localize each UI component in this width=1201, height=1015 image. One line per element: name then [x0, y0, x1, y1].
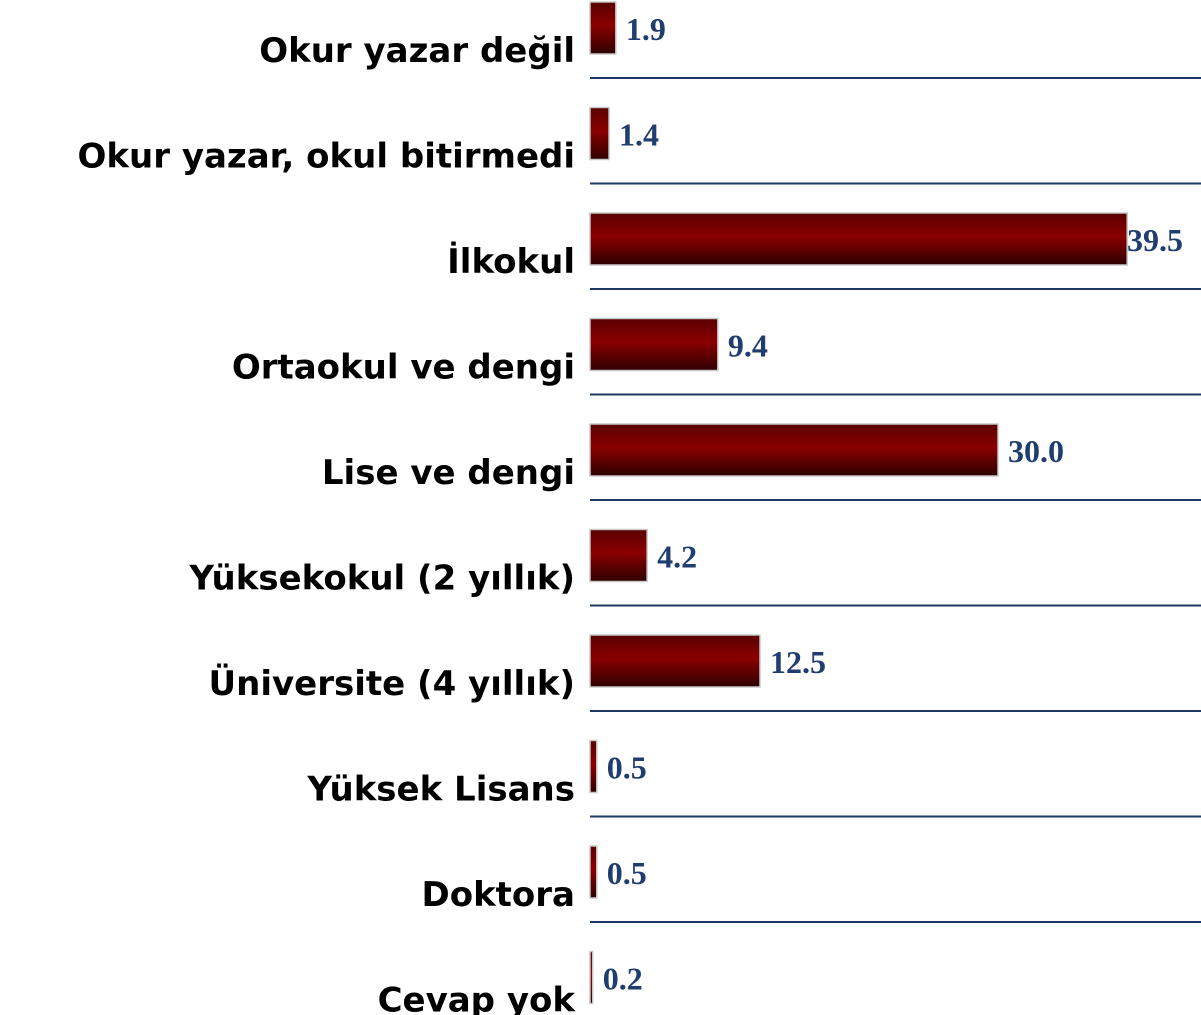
bar — [589, 317, 719, 372]
value-label: 1.4 — [619, 117, 659, 153]
category-label: Yüksekokul (2 yıllık) — [188, 559, 575, 599]
value-label: 12.5 — [770, 644, 826, 680]
value-label: 1.9 — [626, 11, 666, 47]
category-label: Yüksek Lisans — [306, 770, 575, 810]
value-label: 0.5 — [607, 750, 647, 786]
value-label: 30.0 — [1008, 433, 1064, 469]
bar — [589, 423, 999, 477]
bar — [589, 106, 610, 161]
bar — [589, 212, 1128, 266]
value-label: 4.2 — [657, 539, 697, 575]
bar — [589, 634, 761, 688]
category-label: Üniversite (4 yıllık) — [209, 663, 575, 704]
category-label: İlkokul — [447, 241, 575, 282]
category-label: Ortaokul ve dengi — [232, 348, 575, 388]
category-label: Okur yazar, okul bitirmedi — [78, 137, 576, 177]
value-label: 39.5 — [1127, 222, 1183, 258]
bar — [589, 528, 648, 583]
bar — [589, 739, 598, 794]
value-label: 9.4 — [728, 328, 768, 364]
value-label: 0.2 — [603, 961, 643, 997]
value-label: 0.5 — [607, 855, 647, 891]
category-label: Okur yazar değil — [259, 31, 575, 71]
category-label: Lise ve dengi — [322, 453, 575, 493]
category-label: Cevap yok — [378, 981, 577, 1015]
category-label: Doktora — [421, 875, 575, 915]
bar — [589, 1, 617, 55]
bar — [589, 950, 594, 1005]
bar — [589, 845, 598, 899]
